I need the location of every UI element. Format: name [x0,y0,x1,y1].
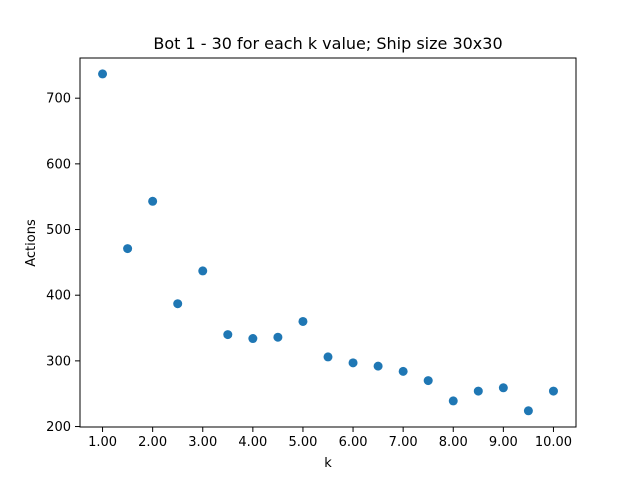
x-tick-label: 1.00 [88,435,117,450]
data-point [498,383,508,393]
y-tick-label: 500 [46,223,71,238]
data-point [423,376,433,386]
data-point [448,396,458,406]
axes-area [80,58,576,427]
x-axis-label: k [324,456,332,471]
data-point [373,361,383,371]
data-point [148,196,158,206]
axes-frame [79,57,577,428]
y-tick-label: 300 [46,354,71,369]
data-point [123,244,133,254]
data-point [348,358,358,368]
x-tick-label: 9.00 [489,435,518,450]
y-tick-label: 200 [46,420,71,435]
x-tick-label: 8.00 [439,435,468,450]
data-point [173,299,183,309]
x-tick-label: 6.00 [339,435,368,450]
data-point [298,316,308,326]
data-point [548,386,558,396]
data-points [98,69,558,416]
x-tick-label: 7.00 [389,435,418,450]
data-point [523,406,533,416]
data-point [198,266,208,276]
data-point [248,334,258,344]
x-tick-label: 3.00 [188,435,217,450]
x-tick-label: 2.00 [138,435,167,450]
data-point [473,386,483,396]
x-tick-label: 4.00 [238,435,267,450]
axes-background [80,58,576,427]
chart-title: Bot 1 - 30 for each k value; Ship size 3… [153,34,502,53]
data-point [398,366,408,376]
y-tick-label: 400 [46,289,71,304]
x-tick-label: 10.00 [535,435,572,450]
x-axis-ticks: 1.00 2.00 3.00 4.00 5.00 6.00 7.00 8.00 9.00 10.0… [88,427,572,450]
data-point [98,69,108,79]
data-point [273,332,283,342]
data-point [223,330,233,340]
data-point [323,352,333,362]
y-tick-label: 700 [46,92,71,107]
y-tick-label: 600 [46,157,71,172]
y-axis-label: Actions [24,219,39,267]
axes-spines [79,57,577,428]
y-axis-ticks: 200 300 400 500 600 700 [46,92,80,435]
x-tick-label: 5.00 [288,435,317,450]
